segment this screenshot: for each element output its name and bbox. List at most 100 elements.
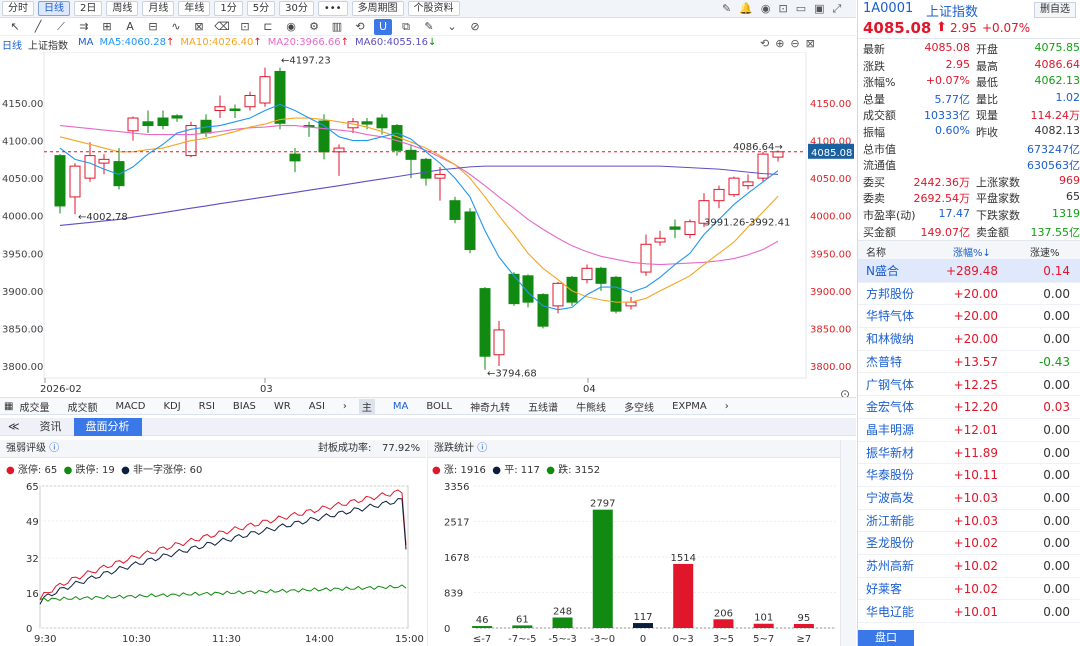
overlay-2[interactable]: BOLL — [426, 400, 453, 412]
legend-ma60: MA60:4055.16 — [355, 37, 428, 48]
dist-bar-label: 3~5 — [713, 634, 734, 645]
list-header-speed[interactable]: 涨速% — [1030, 248, 1060, 259]
ytick-right: 3900.00 — [810, 287, 851, 298]
candle-body — [318, 120, 330, 153]
list-item-pct: +12.01 — [953, 422, 998, 437]
pen-icon[interactable]: ✎ — [424, 19, 434, 33]
indicator-3[interactable]: KDJ — [163, 400, 181, 412]
collapse-icon[interactable]: ≪ — [8, 420, 20, 433]
candle-body — [434, 173, 446, 179]
indicator-5[interactable]: BIAS — [232, 400, 256, 412]
measure-icon[interactable]: ⊠ — [194, 19, 204, 33]
list-item[interactable]: 浙江新能 +10.03 0.00 — [858, 510, 1080, 533]
lock-icon[interactable]: ⊡ — [240, 19, 250, 33]
list-item[interactable]: 华泰股份 +10.11 0.00 — [858, 464, 1080, 487]
overlay-3[interactable]: 神奇九转 — [470, 402, 511, 414]
dist-bar-label: -5~-3 — [548, 634, 576, 645]
list-item[interactable]: 振华新材 +11.89 0.00 — [858, 442, 1080, 465]
chevron-right-icon[interactable]: › — [342, 400, 347, 412]
list-item[interactable]: 华特气体 +20.00 0.00 — [858, 305, 1080, 329]
scrollbar[interactable] — [840, 440, 856, 646]
period-button-8[interactable]: 30分 — [279, 1, 314, 16]
toolbar-right-icons[interactable]: ✎🔔◉⊡▭▣⤢ — [722, 2, 850, 15]
list-item[interactable]: 晶丰明源 +12.01 0.00 — [858, 419, 1080, 442]
overlay-1[interactable]: MA — [392, 400, 409, 412]
list-item[interactable]: 和林微纳 +20.00 0.00 — [858, 328, 1080, 351]
chevron-down-icon[interactable]: ⌄ — [447, 19, 457, 33]
list-item[interactable]: 杰普特 +13.57 -0.43 — [858, 351, 1080, 374]
list-item[interactable]: 方邦股份 +20.00 0.00 — [858, 283, 1080, 306]
indicator-7[interactable]: ASI — [308, 400, 325, 412]
period-button-9[interactable]: ••• — [317, 1, 348, 16]
period-button-11[interactable]: 个股资料 — [407, 1, 460, 16]
indicator-4[interactable]: RSI — [198, 400, 215, 412]
list-item[interactable]: 华电辽能 +10.01 0.00 — [858, 601, 1080, 624]
channel-icon[interactable]: ⇉ — [79, 19, 89, 33]
period-button-4[interactable]: 月线 — [142, 1, 175, 16]
footer-tab[interactable]: 盘口 — [858, 630, 914, 646]
period-button-2[interactable]: 2日 — [74, 1, 103, 16]
indicator-2[interactable]: MACD — [115, 400, 146, 412]
chart-zoom-icons[interactable]: ⟲⊕⊖⊠ — [760, 37, 821, 50]
eraser-icon[interactable]: ⌫ — [214, 19, 230, 33]
list-item[interactable]: 好莱客 +10.02 0.00 — [858, 578, 1080, 601]
candle-body — [479, 288, 491, 357]
copy-icon[interactable]: ⧉ — [402, 19, 410, 33]
remove-favorite-button[interactable]: 删自选 — [1034, 2, 1076, 18]
candle-body — [449, 200, 461, 220]
eye-icon[interactable]: ◉ — [286, 19, 296, 33]
text-icon[interactable]: A — [126, 19, 134, 33]
period-button-6[interactable]: 1分 — [214, 1, 243, 16]
ytick-right: 4150.00 — [810, 99, 851, 110]
info-icon[interactable]: ⓘ — [477, 443, 488, 454]
kline-chart[interactable]: 4150.00 4150.00 4100.00 4100.00 4050.00 4050.… — [0, 52, 856, 397]
wave-icon[interactable]: ∿ — [171, 19, 181, 33]
candle-body — [610, 276, 622, 312]
magnet-icon[interactable]: ⊏ — [263, 19, 273, 33]
overlay-5[interactable]: 牛熊线 — [576, 402, 607, 414]
dist-bar-value: 46 — [476, 615, 489, 626]
ruler-icon[interactable]: ⊘ — [470, 19, 480, 33]
indicator-0[interactable]: 成交量 — [19, 402, 50, 414]
legend-name: 上证指数 — [28, 41, 68, 52]
line-icon[interactable]: ╱ — [34, 19, 42, 33]
grid-icon[interactable]: ▦ — [4, 400, 14, 412]
overlay-4[interactable]: 五线谱 — [528, 402, 559, 414]
list-header-pct[interactable]: 涨幅%↓ — [953, 248, 991, 259]
legend-period: 日线 — [2, 41, 22, 52]
magnet-mode-icon[interactable]: U — [374, 18, 392, 35]
ytick-left: 3850.00 — [2, 324, 43, 335]
period-button-10[interactable]: 多周期图 — [351, 1, 404, 16]
period-button-3[interactable]: 周线 — [106, 1, 139, 16]
list-item[interactable]: 圣龙股份 +10.02 0.00 — [858, 532, 1080, 556]
list-item-speed: 0.14 — [1043, 264, 1070, 278]
overlay-0[interactable]: 主 — [358, 398, 375, 414]
list-item[interactable]: 金宏气体 +12.20 0.03 — [858, 396, 1080, 419]
period-button-7[interactable]: 5分 — [246, 1, 276, 16]
overlay-7[interactable]: EXPMA — [672, 400, 707, 412]
period-button-0[interactable]: 分时 — [2, 1, 34, 16]
rect-icon[interactable]: ⊞ — [102, 19, 112, 33]
list-item[interactable]: N盛合 +289.48 0.14 — [858, 260, 1080, 283]
fib-icon[interactable]: ⊟ — [148, 19, 158, 33]
list-item-name: 宁波高发 — [866, 491, 915, 505]
list-header-name[interactable]: 名称 — [866, 248, 886, 259]
period-button-5[interactable]: 年线 — [178, 1, 211, 16]
tab-0[interactable]: 资讯 — [39, 419, 62, 433]
period-button-1[interactable]: 日线 — [38, 1, 70, 16]
overlay-6[interactable]: 多空线 — [624, 402, 655, 414]
list-item[interactable]: 宁波高发 +10.03 0.00 — [858, 487, 1080, 510]
cursor-icon[interactable]: ↖ — [10, 19, 20, 33]
ray-icon[interactable]: ⟋ — [57, 19, 65, 33]
chevron-right-icon[interactable]: › — [724, 400, 729, 412]
indicator-6[interactable]: WR — [273, 400, 291, 412]
gear-icon[interactable]: ⚙ — [309, 19, 319, 33]
list-item-speed: 0.00 — [1043, 332, 1070, 347]
list-item[interactable]: 广钢气体 +12.25 0.00 — [858, 374, 1080, 397]
delete-icon[interactable]: ▥ — [331, 19, 343, 33]
list-item[interactable]: 苏州高新 +10.02 0.00 — [858, 555, 1080, 578]
info-icon[interactable]: ⓘ — [49, 443, 60, 454]
tab-1[interactable]: 盘面分析 — [73, 417, 142, 436]
undo-icon[interactable]: ⟲ — [355, 19, 365, 33]
indicator-1[interactable]: 成交额 — [67, 402, 98, 414]
